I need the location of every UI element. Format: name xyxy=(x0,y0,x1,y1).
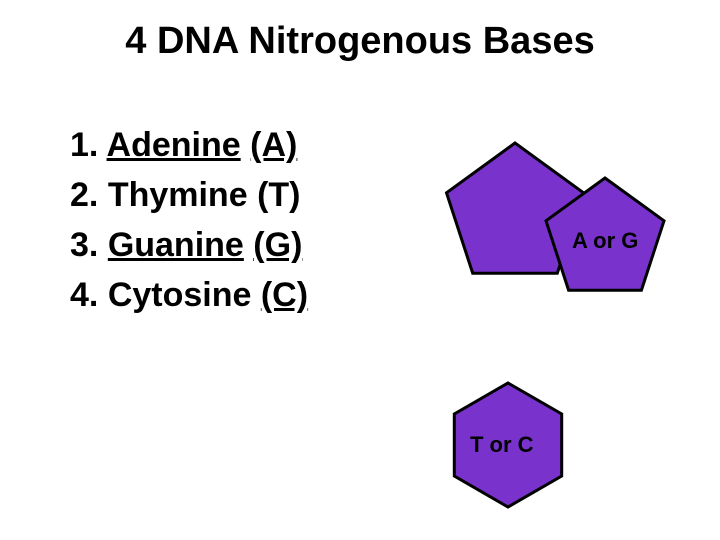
pyrimidines-shape xyxy=(0,0,720,540)
pyrimidines-label: T or C xyxy=(470,432,534,458)
